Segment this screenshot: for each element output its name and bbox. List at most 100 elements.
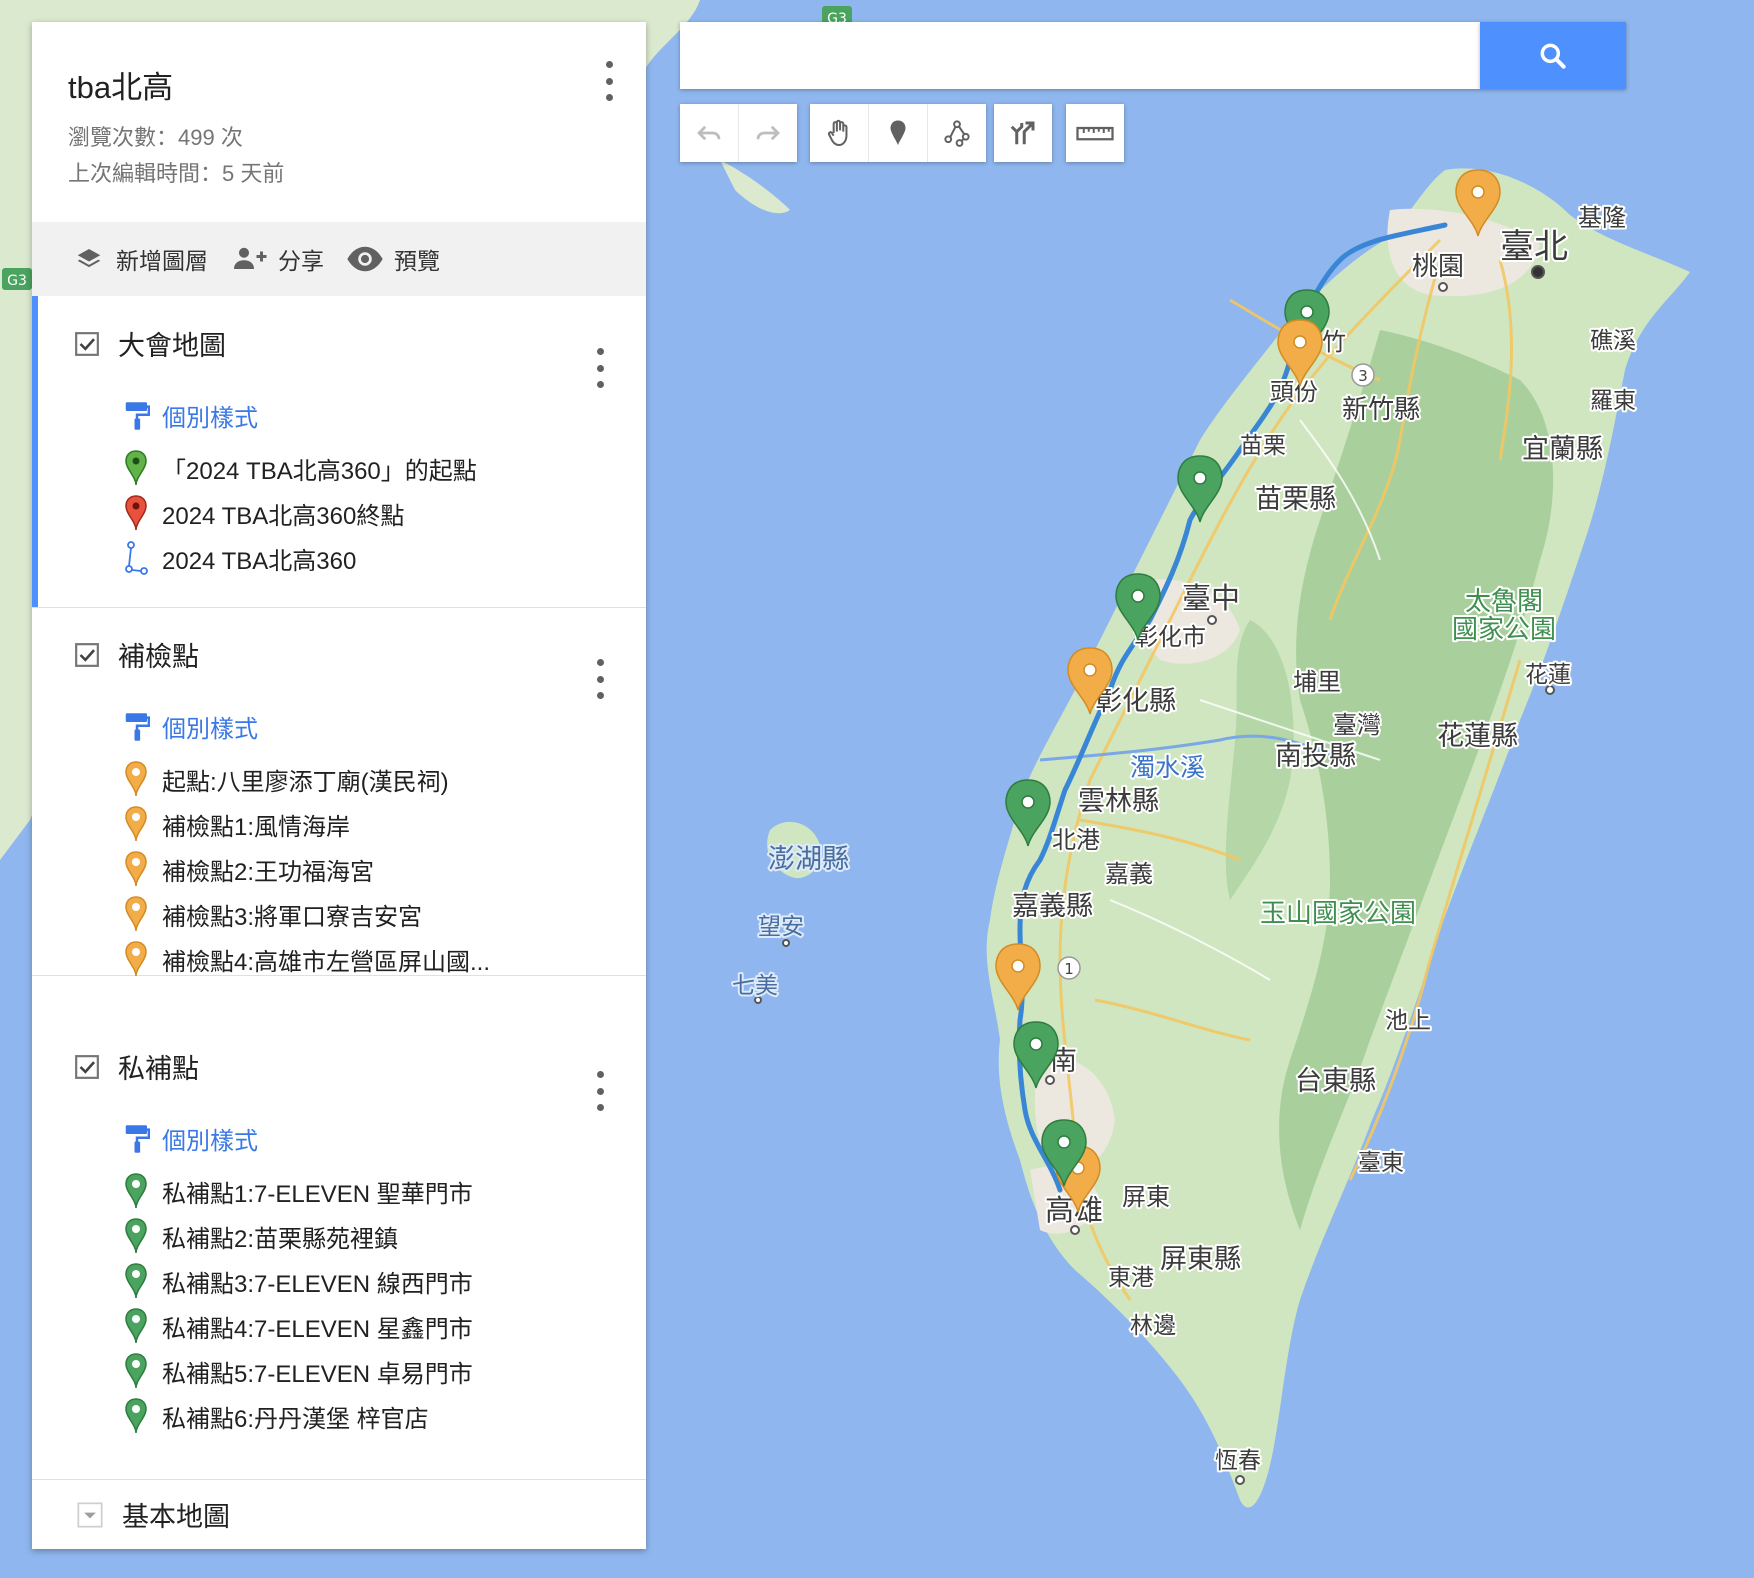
layer-options-button[interactable] (590, 659, 610, 699)
add-layer-button[interactable]: 新增圖層 (72, 242, 208, 276)
add-directions-button[interactable] (994, 104, 1052, 162)
layer-name[interactable]: 補檢點 (118, 642, 199, 672)
label-nantou-county: 南投縣 (1275, 741, 1356, 772)
share-label: 分享 (278, 248, 324, 274)
label-taichung: 臺中 (1182, 581, 1240, 615)
layer-name[interactable]: 大會地圖 (118, 331, 226, 361)
layers-icon (77, 249, 101, 268)
undo-redo-group (680, 104, 797, 162)
label-taitung: 臺東 (1358, 1150, 1404, 1176)
list-item[interactable]: 補檢點3:將軍口寮吉安宮 (124, 896, 422, 932)
individual-style-link[interactable]: 個別樣式 (124, 398, 258, 433)
directions-icon (1010, 121, 1035, 145)
label-miaoli: 苗栗 (1240, 433, 1286, 459)
layer-name[interactable]: 私補點 (118, 1054, 199, 1084)
svg-text:3: 3 (1358, 367, 1368, 385)
draw-line-button[interactable] (928, 104, 986, 162)
list-item[interactable]: 私補點3:7-ELEVEN 線西門市 (124, 1263, 473, 1299)
label-hualien: 花蓮 (1525, 662, 1571, 688)
layer-checkbox[interactable] (74, 331, 100, 357)
map-legend-panel: tba北高 瀏覽次數：499 次 上次編輯時間：5 天前 新增圖層 分享 預覽 … (32, 22, 646, 1549)
base-map-toggle[interactable]: 基本地圖 (32, 1480, 646, 1549)
eye-icon (347, 246, 383, 272)
layer-options-button[interactable] (590, 1071, 610, 1111)
label-donggang: 東港 (1108, 1265, 1154, 1291)
label-chiayi: 嘉義 (1105, 860, 1153, 888)
layer-checkbox[interactable] (74, 1054, 100, 1080)
list-item[interactable]: 補檢點4:高雄市左營區屏山國... (124, 941, 490, 977)
list-item[interactable]: 2024 TBA北高360終點 (124, 495, 404, 531)
undo-button[interactable] (680, 104, 739, 162)
orange-pin-icon (125, 896, 147, 932)
svg-text:1: 1 (1064, 960, 1074, 978)
label-beigang: 北港 (1052, 826, 1100, 854)
central-mountains (1279, 330, 1554, 1230)
label-yunlin-county: 雲林縣 (1078, 786, 1159, 817)
map-options-button[interactable] (599, 61, 619, 101)
label-changhua-county: 彰化縣 (1095, 686, 1176, 717)
label-jiaoxi: 礁溪 (1590, 328, 1636, 354)
layer-options-button[interactable] (590, 348, 610, 388)
label-penghu: 澎湖縣 (768, 844, 849, 875)
list-item[interactable]: 2024 TBA北高360 (124, 540, 356, 576)
map-title[interactable]: tba北高 (68, 70, 174, 105)
label-keelung: 基隆 (1578, 204, 1626, 232)
directions-group (994, 104, 1052, 162)
label-taoyuan: 桃園 (1412, 252, 1464, 282)
search-icon (1540, 43, 1566, 69)
label-pingtung-county: 屏東縣 (1160, 1244, 1241, 1275)
add-person-icon (234, 247, 267, 269)
share-button[interactable]: 分享 (230, 242, 324, 276)
label-hsinchu: 竹 (1322, 328, 1346, 356)
search-box[interactable] (680, 22, 1480, 89)
layer-checkbox[interactable] (74, 642, 100, 668)
label-luodong: 羅東 (1590, 388, 1636, 414)
zhuoshui-river (1039, 734, 1341, 762)
redo-button[interactable] (739, 104, 797, 162)
ruler-icon (1076, 126, 1114, 141)
search-button[interactable] (1480, 22, 1626, 89)
search-input[interactable] (680, 22, 1480, 89)
measure-button[interactable] (1066, 104, 1124, 162)
green-pin-icon (125, 1353, 147, 1389)
expand-arrow-icon (77, 1501, 103, 1528)
g3-shield-left: G3 (2, 268, 32, 290)
list-item[interactable]: 起點:八里廖添丁廟(漢民祠) (124, 761, 449, 797)
label-puli: 埔里 (1293, 668, 1341, 696)
hand-icon (827, 119, 848, 147)
label-wangan: 望安 (758, 914, 804, 940)
list-item[interactable]: 私補點2:苗栗縣苑裡鎮 (124, 1218, 398, 1254)
label-taroko: 太魯閣 (1465, 587, 1543, 617)
orange-pin-icon (125, 761, 147, 797)
preview-button[interactable]: 預覽 (346, 242, 440, 276)
list-item[interactable]: 私補點4:7-ELEVEN 星鑫門市 (124, 1308, 473, 1344)
label-hualien-county: 花蓮縣 (1437, 721, 1518, 752)
list-item[interactable]: 私補點1:7-ELEVEN 聖華門市 (124, 1173, 473, 1209)
label-tainan: 南 (1050, 1046, 1077, 1077)
list-item[interactable]: 「2024 TBA北高360」的起點 (124, 450, 477, 486)
list-item[interactable]: 私補點5:7-ELEVEN 卓易門市 (124, 1353, 473, 1389)
route-line-icon (125, 541, 148, 575)
penghu-islands (767, 821, 822, 879)
paint-roller-icon (125, 1124, 150, 1153)
green-pin-icon (125, 450, 147, 486)
label-yilan-county: 宜蘭縣 (1522, 434, 1603, 465)
individual-style-link[interactable]: 個別樣式 (124, 1121, 258, 1156)
active-layer-indicator (32, 296, 38, 607)
orange-pin-icon (125, 806, 147, 842)
list-item[interactable]: 私補點6:丹丹漢堡 梓官店 (124, 1398, 429, 1434)
list-item[interactable]: 補檢點1:風情海岸 (124, 806, 350, 842)
label-taroko-park: 國家公園 (1452, 615, 1556, 645)
add-marker-button[interactable] (869, 104, 928, 162)
layer-private-supply: 私補點 個別樣式 私補點1:7-ELEVEN 聖華門市 私補點2:苗栗縣苑裡鎮 … (32, 1019, 646, 1480)
label-hsinchu-county: 新竹縣 (1342, 395, 1420, 425)
action-bar: 新增圖層 分享 預覽 (32, 222, 646, 296)
list-item[interactable]: 補檢點2:王功福海宮 (124, 851, 374, 887)
pan-tool-button[interactable] (810, 104, 869, 162)
paint-roller-icon (125, 712, 150, 741)
individual-style-link[interactable]: 個別樣式 (124, 709, 258, 744)
label-taiwan: 臺灣 (1333, 711, 1381, 739)
label-yushan: 玉山國家公園 (1260, 899, 1416, 929)
svg-text:G3: G3 (7, 273, 27, 289)
